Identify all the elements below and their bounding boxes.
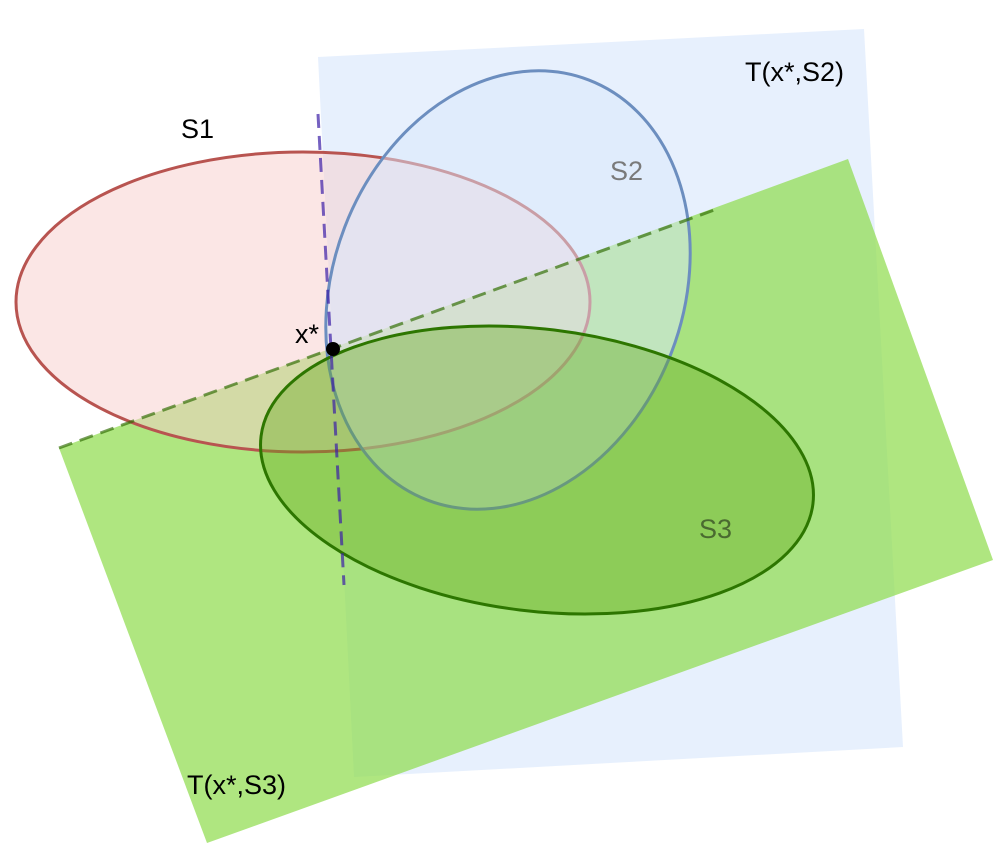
label-s1: S1 [181, 114, 214, 144]
tangent-line-s3 [58, 207, 718, 450]
label-s3: S3 [699, 514, 732, 544]
tangent-line-s2 [316, 113, 346, 586]
label-tangent-s3: T(x*,S3) [187, 770, 286, 800]
label-s2: S2 [610, 156, 643, 186]
set-s2-ellipse [324, 69, 692, 511]
label-tangent-s2: T(x*,S2) [745, 57, 844, 87]
set-s3-ellipse [259, 324, 815, 616]
label-x-star: x* [295, 319, 320, 349]
point-x-star [326, 342, 340, 356]
